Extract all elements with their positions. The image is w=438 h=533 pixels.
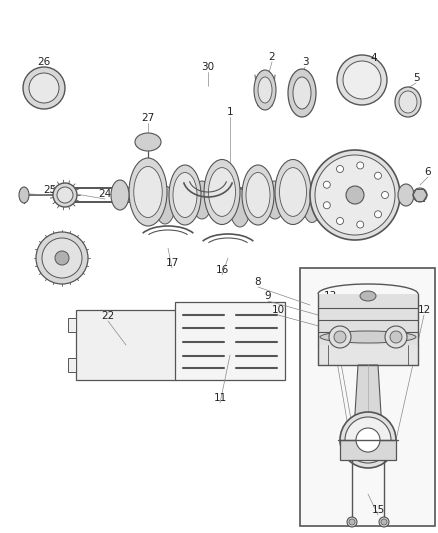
Ellipse shape	[303, 188, 321, 222]
Bar	[175, 302, 285, 380]
Text: 12: 12	[417, 305, 431, 315]
Ellipse shape	[230, 189, 250, 227]
Polygon shape	[318, 294, 418, 345]
Ellipse shape	[381, 519, 387, 525]
Ellipse shape	[379, 517, 389, 527]
Text: 5: 5	[413, 73, 419, 83]
Ellipse shape	[374, 211, 381, 218]
Ellipse shape	[258, 77, 272, 103]
Ellipse shape	[323, 202, 330, 209]
Text: 10: 10	[272, 305, 285, 315]
Ellipse shape	[57, 187, 73, 203]
Ellipse shape	[242, 165, 274, 225]
Ellipse shape	[337, 55, 387, 105]
Text: 13: 13	[323, 291, 337, 301]
Ellipse shape	[111, 180, 129, 210]
Ellipse shape	[310, 150, 400, 240]
Ellipse shape	[29, 73, 59, 103]
Bar	[68, 358, 76, 372]
Ellipse shape	[265, 181, 285, 219]
Text: 17: 17	[166, 258, 179, 268]
Polygon shape	[354, 365, 382, 430]
Ellipse shape	[360, 291, 376, 301]
Text: 16: 16	[215, 265, 229, 275]
Ellipse shape	[385, 326, 407, 348]
Bar	[300, 268, 435, 526]
Bar	[68, 318, 76, 332]
Ellipse shape	[336, 217, 343, 224]
Ellipse shape	[315, 155, 395, 235]
Ellipse shape	[374, 172, 381, 179]
Ellipse shape	[399, 91, 417, 113]
Text: 1: 1	[227, 107, 233, 117]
Ellipse shape	[169, 165, 201, 225]
Bar	[176, 358, 184, 372]
Ellipse shape	[254, 70, 276, 110]
Text: 2: 2	[268, 52, 276, 62]
Ellipse shape	[340, 412, 396, 468]
Text: 6: 6	[425, 167, 431, 177]
Ellipse shape	[395, 87, 421, 117]
Ellipse shape	[347, 517, 357, 527]
Ellipse shape	[204, 159, 240, 224]
Text: 9: 9	[265, 291, 271, 301]
Bar	[340, 440, 396, 460]
Ellipse shape	[293, 77, 311, 109]
Ellipse shape	[155, 186, 175, 224]
Ellipse shape	[173, 173, 197, 217]
Ellipse shape	[129, 158, 167, 226]
Text: 30: 30	[201, 62, 215, 72]
Ellipse shape	[55, 251, 69, 265]
Ellipse shape	[134, 166, 162, 217]
Ellipse shape	[390, 331, 402, 343]
Ellipse shape	[398, 184, 414, 206]
Ellipse shape	[345, 417, 391, 463]
Polygon shape	[318, 345, 418, 365]
Ellipse shape	[381, 191, 389, 198]
Ellipse shape	[316, 167, 344, 222]
Text: 11: 11	[213, 393, 226, 403]
Ellipse shape	[246, 173, 270, 217]
Ellipse shape	[343, 61, 381, 99]
Text: 4: 4	[371, 53, 377, 63]
Text: 23: 23	[65, 257, 79, 267]
Ellipse shape	[357, 221, 364, 228]
Ellipse shape	[356, 428, 380, 452]
Ellipse shape	[288, 69, 316, 117]
Text: 7: 7	[377, 173, 383, 183]
Ellipse shape	[53, 183, 77, 207]
Text: 25: 25	[43, 185, 57, 195]
Text: 24: 24	[99, 189, 112, 199]
Ellipse shape	[320, 331, 416, 343]
Ellipse shape	[208, 167, 236, 216]
Ellipse shape	[135, 133, 161, 151]
Ellipse shape	[279, 167, 307, 216]
Ellipse shape	[319, 174, 340, 216]
Text: 15: 15	[371, 505, 385, 515]
Text: 27: 27	[141, 113, 155, 123]
Ellipse shape	[19, 187, 29, 203]
Bar	[176, 318, 184, 332]
Ellipse shape	[336, 166, 343, 173]
Ellipse shape	[23, 67, 65, 109]
Ellipse shape	[329, 326, 351, 348]
Text: 22: 22	[101, 311, 115, 321]
Ellipse shape	[36, 232, 88, 284]
Text: 26: 26	[37, 57, 51, 67]
Bar	[76, 310, 176, 380]
Ellipse shape	[349, 519, 355, 525]
Ellipse shape	[192, 181, 212, 219]
Ellipse shape	[334, 331, 346, 343]
Ellipse shape	[413, 188, 427, 202]
Ellipse shape	[346, 186, 364, 204]
Ellipse shape	[275, 159, 311, 224]
Ellipse shape	[323, 181, 330, 188]
Text: 3: 3	[302, 57, 308, 67]
Text: 8: 8	[254, 277, 261, 287]
Ellipse shape	[42, 238, 82, 278]
Ellipse shape	[357, 162, 364, 169]
Text: 14: 14	[323, 310, 337, 320]
